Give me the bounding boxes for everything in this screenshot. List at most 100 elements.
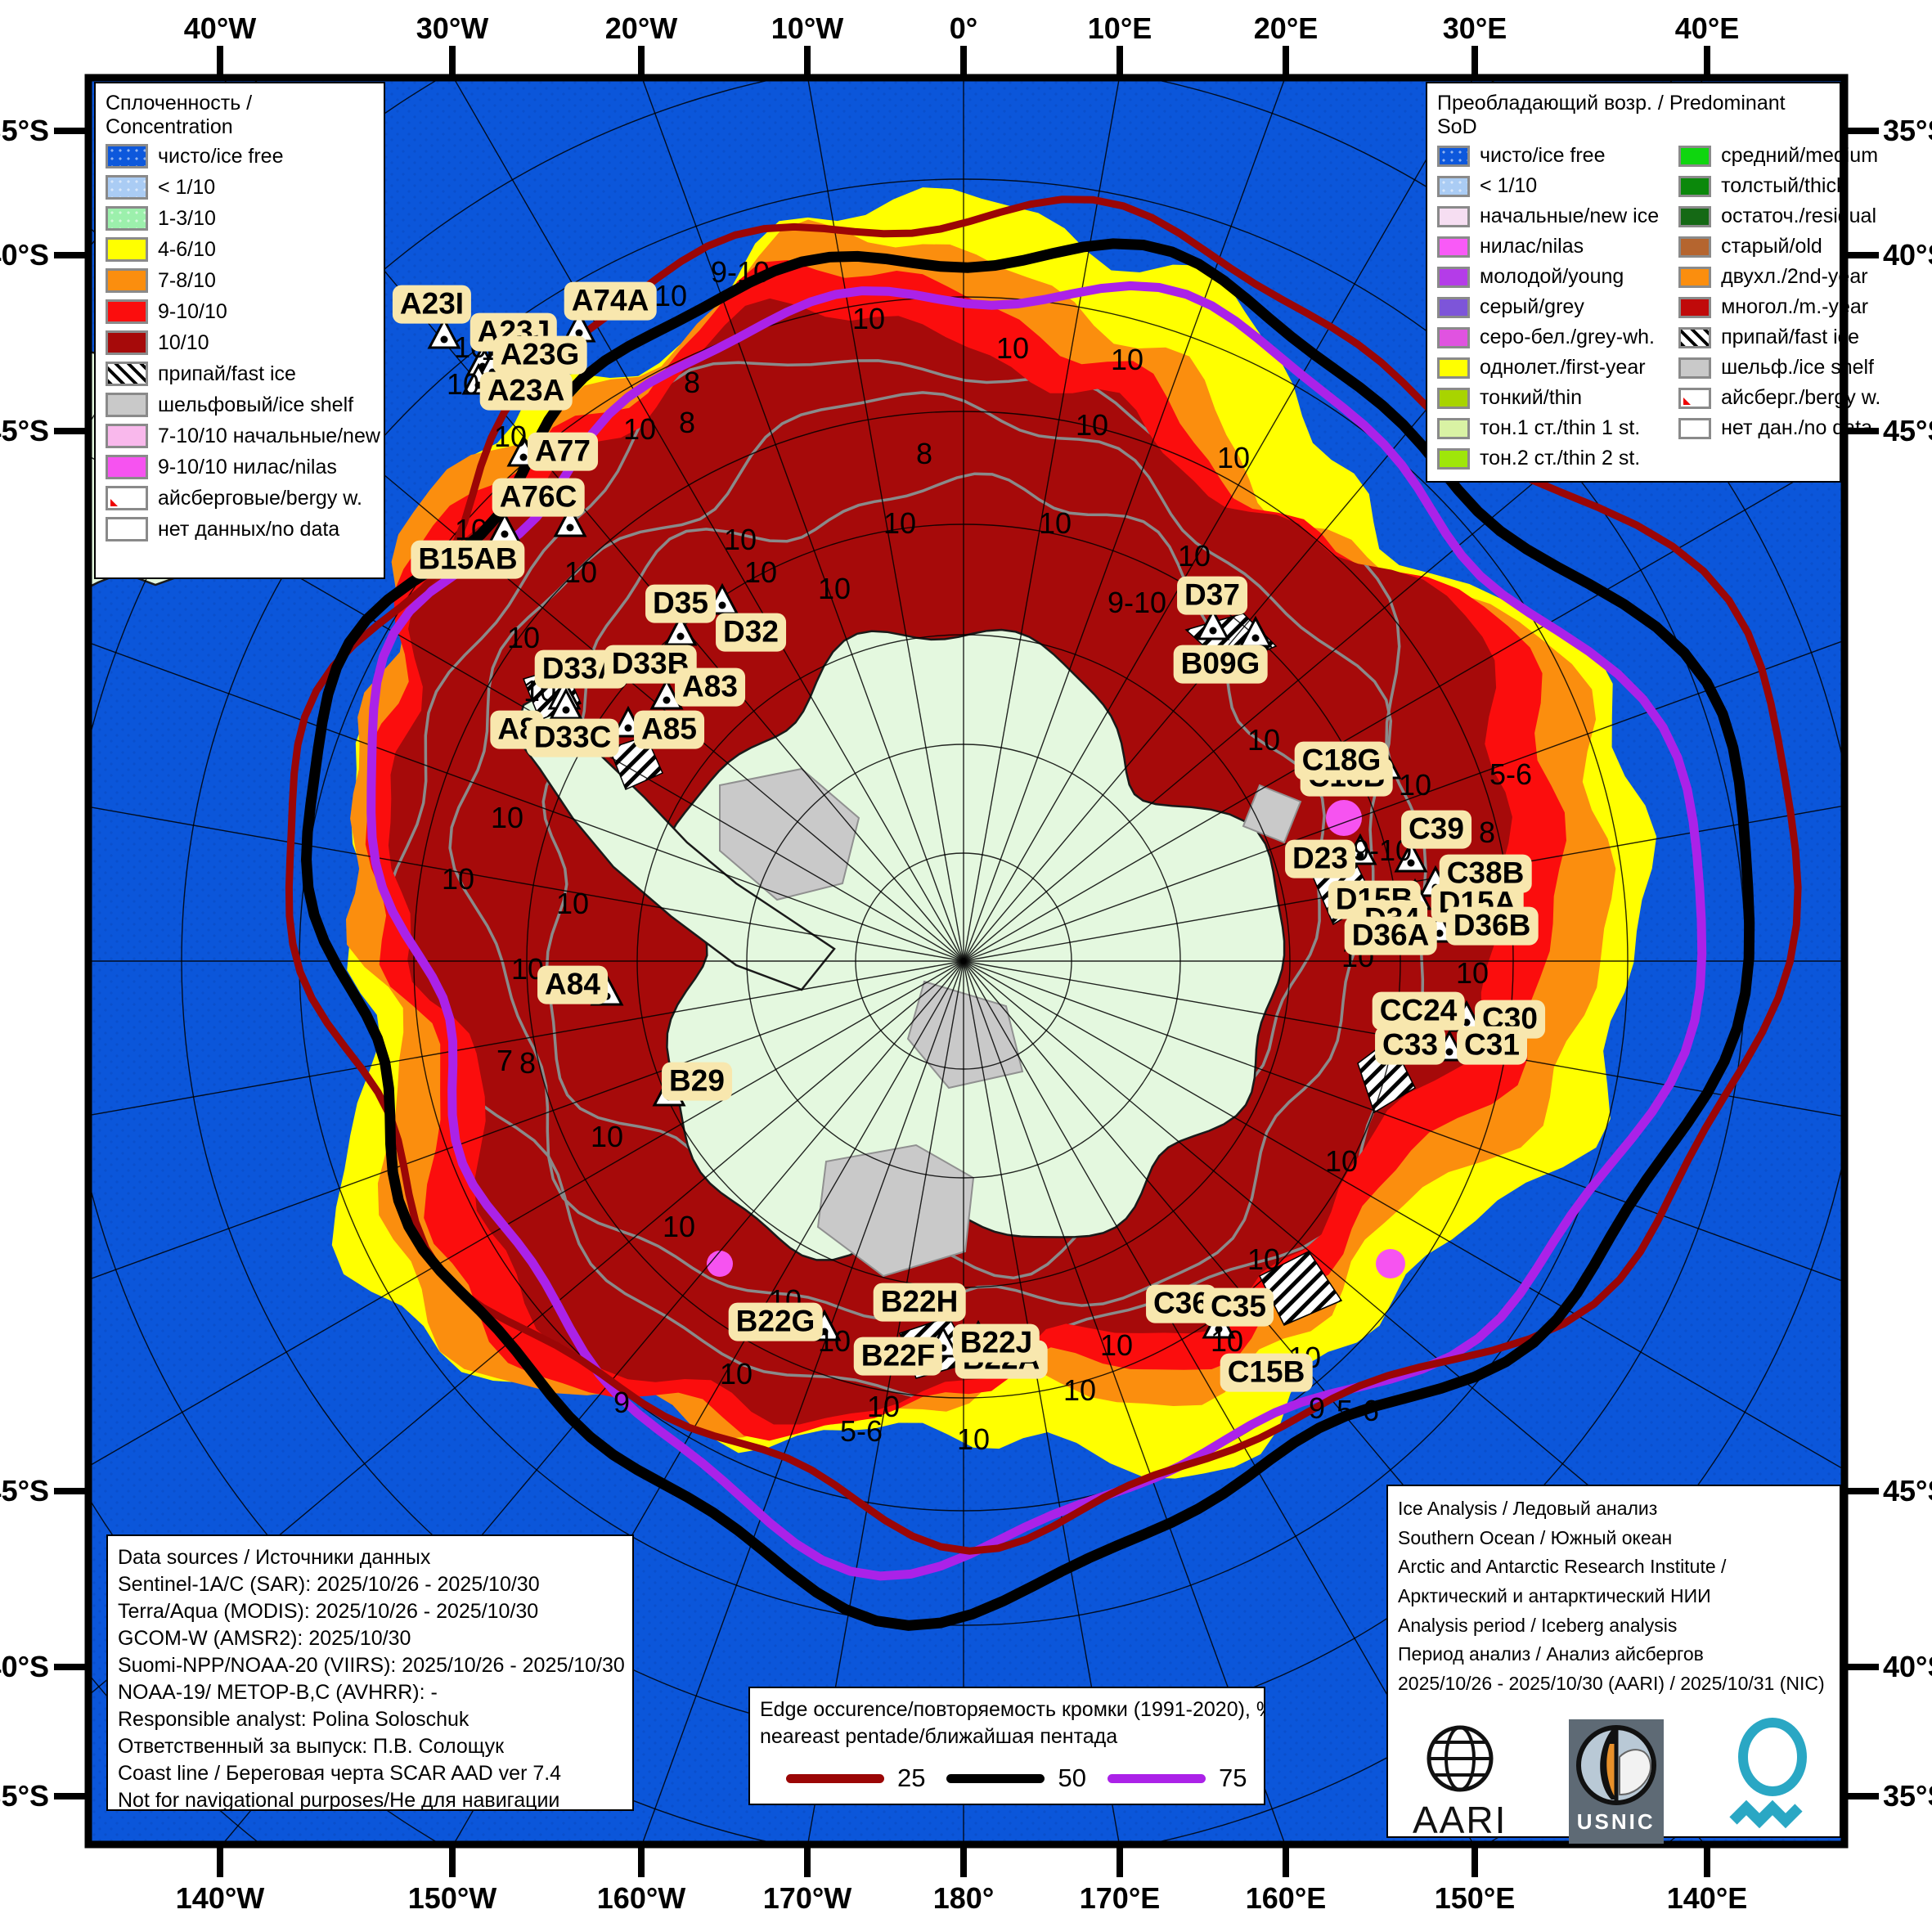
ice-analysis-line: Арктический и антарктический НИИ bbox=[1398, 1584, 1711, 1606]
iceberg-label: A84 bbox=[540, 968, 605, 1002]
legend-item: 9-10/10 нилас/nilas bbox=[96, 452, 384, 483]
concentration-value: 10 bbox=[555, 887, 590, 920]
tick-mark bbox=[1844, 252, 1879, 258]
iceberg-label: B22G bbox=[730, 1305, 820, 1339]
ice-analysis-line: 2025/10/26 - 2025/10/30 (AARI) / 2025/10… bbox=[1398, 1672, 1825, 1694]
axis-label: 40°W bbox=[183, 11, 257, 45]
concentration-value: 10 bbox=[723, 523, 757, 556]
iceberg-marker bbox=[1196, 608, 1230, 640]
legend-swatch bbox=[1678, 296, 1712, 318]
legend-swatch bbox=[106, 517, 148, 541]
iceberg-label: A74A bbox=[566, 284, 654, 318]
tick-mark bbox=[1844, 1664, 1879, 1670]
data-source-line: Data sources / Источники данных bbox=[118, 1546, 431, 1569]
legend-item: припай/fast ice bbox=[96, 358, 384, 389]
iceberg-marker bbox=[553, 505, 587, 537]
iceberg-label: B22F bbox=[856, 1339, 941, 1373]
edge-legend-line bbox=[946, 1773, 1045, 1783]
ice-analysis-line: Analysis period / Iceberg analysis bbox=[1398, 1614, 1678, 1636]
edge-legend-line bbox=[1107, 1773, 1206, 1783]
legend-label: двухл./2nd-year bbox=[1721, 265, 1868, 288]
tick-mark bbox=[1471, 1844, 1478, 1877]
concentration-value: 9-10 bbox=[1352, 833, 1413, 867]
concentration-value: 10 bbox=[817, 1324, 851, 1358]
axis-label: 0° bbox=[949, 11, 978, 45]
legend-swatch bbox=[1437, 266, 1470, 288]
axis-label: 35°S bbox=[0, 1779, 49, 1813]
legend-label: средний/medium bbox=[1721, 144, 1879, 167]
tick-mark bbox=[217, 46, 223, 79]
tick-mark bbox=[1704, 46, 1710, 79]
concentration-value: 10 bbox=[510, 952, 545, 986]
legend-swatch bbox=[1437, 387, 1470, 409]
concentration-value: 8 bbox=[683, 366, 701, 399]
legend-item: остаточ./residual bbox=[1669, 201, 1890, 231]
axis-label: 170°E bbox=[1079, 1881, 1161, 1915]
tick-mark bbox=[804, 1844, 811, 1877]
iceberg-label: D33C bbox=[528, 721, 617, 755]
concentration-value: 10 bbox=[1177, 539, 1211, 573]
iceberg-label: D15B bbox=[1330, 883, 1418, 917]
legend-item: шельфовый/ice shelf bbox=[96, 389, 384, 420]
tick-mark bbox=[1471, 46, 1478, 79]
legend-swatch bbox=[1678, 326, 1712, 348]
legend-swatch bbox=[106, 424, 148, 448]
axis-label: 30°W bbox=[416, 11, 489, 45]
legend-label: 10/10 bbox=[158, 330, 209, 354]
legend-swatch bbox=[106, 175, 148, 200]
axis-label: 140°E bbox=[1666, 1881, 1748, 1915]
ice-analysis-line: Ice Analysis / Ледовый анализ bbox=[1398, 1498, 1658, 1519]
tick-mark bbox=[54, 1793, 88, 1799]
aari-logo-text: AARI bbox=[1413, 1798, 1507, 1841]
concentration-value: 5-6 bbox=[839, 1414, 883, 1448]
legend-swatch bbox=[106, 206, 148, 231]
tick-mark bbox=[1283, 1844, 1289, 1877]
iceberg-marker bbox=[1343, 833, 1377, 865]
ring-wave-icon bbox=[1729, 1718, 1807, 1829]
concentration-value: 10 bbox=[493, 420, 528, 453]
legend-item: айсберг./bergy w. bbox=[1669, 383, 1890, 413]
legend-label: < 1/10 bbox=[1480, 174, 1538, 197]
axis-label: 40°S bbox=[0, 1650, 49, 1683]
legend-label: серый/grey bbox=[1480, 295, 1584, 318]
legend-label: нет дан./no data bbox=[1721, 416, 1872, 439]
axis-label: 10°E bbox=[1087, 11, 1152, 45]
axis-label: 170°W bbox=[762, 1881, 852, 1915]
legend-swatch bbox=[1437, 175, 1470, 197]
legend-label: многол./m.-year bbox=[1721, 295, 1869, 318]
iceberg-label: C36 bbox=[1148, 1287, 1214, 1321]
legend-label: припай/fast ice bbox=[158, 362, 296, 385]
iceberg-label: A77 bbox=[530, 434, 595, 469]
legend-sod-columns: чисто/ice free < 1/10 начальные/new ice нил… bbox=[1427, 141, 1880, 474]
edge-legend-item: 25 bbox=[786, 1764, 925, 1793]
legend-item: двухл./2nd-year bbox=[1669, 262, 1890, 292]
legend-swatch bbox=[1437, 145, 1470, 167]
legend-label: айсберг./bergy w. bbox=[1721, 386, 1881, 409]
tick-mark bbox=[1117, 1844, 1123, 1877]
legend-item: тон.1 ст./thin 1 st. bbox=[1427, 413, 1669, 443]
concentration-value: 10 bbox=[1075, 408, 1109, 442]
iceberg-label: A23G bbox=[495, 338, 585, 372]
axis-label: 45°S bbox=[0, 1474, 49, 1507]
edge-occurrence-box: Edge occurence/повторяемость кромки (199… bbox=[748, 1687, 1265, 1805]
edge-occurrence-items: 25 50 75 bbox=[750, 1750, 1264, 1798]
concentration-value: 8 bbox=[915, 437, 933, 470]
iceberg-marker bbox=[487, 511, 522, 544]
iceberg-label: B15AB bbox=[413, 542, 523, 577]
legend-sod-right-column: средний/medium толстый/thick остаточ./resi… bbox=[1669, 141, 1890, 474]
iceberg-marker bbox=[663, 613, 698, 646]
concentration-value: 9 bbox=[1308, 1391, 1326, 1425]
legend-sod-left-column: чисто/ice free < 1/10 начальные/new ice нил… bbox=[1427, 141, 1669, 474]
concentration-value: 10 bbox=[1216, 441, 1251, 474]
globe-icon bbox=[1427, 1725, 1494, 1792]
concentration-value: 7 bbox=[496, 1044, 514, 1077]
iceberg-label: A85 bbox=[636, 712, 702, 747]
concentration-value: 10 bbox=[1099, 1328, 1134, 1362]
tick-mark bbox=[638, 1844, 645, 1877]
axis-label: 20°E bbox=[1253, 11, 1319, 45]
legend-label: 1-3/10 bbox=[158, 206, 216, 230]
legend-label: тонкий/thin bbox=[1480, 386, 1582, 409]
legend-item: 9-10/10 bbox=[96, 296, 384, 327]
legend-label: толстый/thick bbox=[1721, 174, 1847, 197]
